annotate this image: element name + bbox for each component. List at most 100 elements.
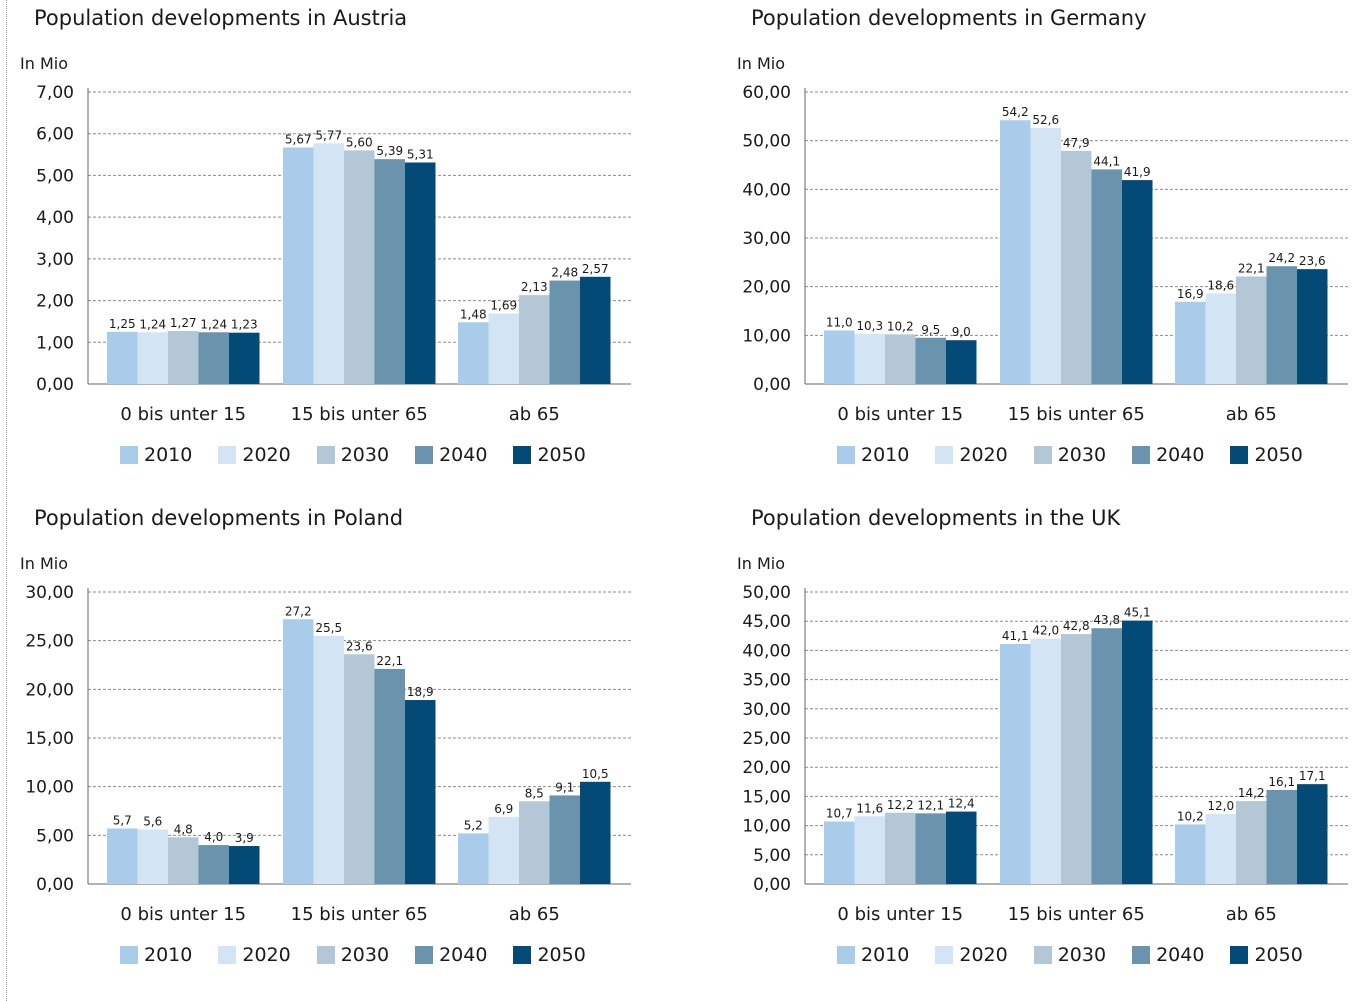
bar-value-label: 10,2 [1177,809,1204,823]
chart-panel-uk: Population developments in the UK In Mio… [725,500,1367,970]
bar-value-label: 41,9 [1124,165,1151,179]
chart-legend: 2010 2020 2030 2040 2050 [837,942,1329,968]
bar-value-label: 12,4 [948,797,975,811]
legend-label: 2020 [242,944,291,966]
y-tick-label: 5,00 [36,826,74,846]
y-tick-label: 20,00 [742,758,791,778]
bar-2030-3 [1236,276,1267,384]
bar-value-label: 2,13 [521,280,548,294]
bar-2050-3 [1297,269,1328,384]
x-category-label: 0 bis unter 15 [120,404,246,425]
x-category-label: ab 65 [509,904,560,925]
bar-value-label: 5,31 [407,147,434,161]
y-tick-label: 0,00 [753,375,791,395]
bar-2010-1 [824,821,855,884]
legend-item-2050: 2050 [513,944,586,966]
bar-2020-1 [854,816,885,884]
legend-swatch [1033,946,1052,964]
bar-2010-3 [1175,824,1206,884]
bar-value-label: 1,24 [200,317,227,331]
bar-value-label: 25,5 [315,621,342,635]
legend-item-2040: 2040 [415,944,487,966]
y-tick-label: 30,00 [742,700,791,720]
legend-item-2020: 2020 [935,944,1008,966]
bar-2050-2 [405,162,436,384]
bar-value-label: 5,60 [346,135,373,149]
bar-value-label: 1,23 [231,318,258,332]
y-tick-label: 35,00 [742,671,791,691]
y-tick-label: 60,00 [742,83,791,103]
bar-2010-3 [458,833,489,884]
x-category-label: 0 bis unter 15 [837,904,963,925]
bar-value-label: 16,1 [1268,775,1295,789]
y-tick-label: 30,00 [742,229,791,249]
legend-label: 2040 [439,944,488,966]
bar-value-label: 12,0 [1207,799,1234,813]
bar-value-label: 1,24 [139,317,166,331]
chart-panel-austria: Population developments in Austria In Mi… [8,0,668,470]
y-tick-label: 10,00 [25,778,74,798]
legend-swatch [837,446,855,464]
x-category-label: 0 bis unter 15 [837,404,963,425]
y-tick-label: 0,00 [36,375,74,395]
bar-2030-3 [519,295,550,384]
bar-value-label: 9,5 [921,323,940,337]
legend-item-2020: 2020 [935,444,1008,466]
bar-2050-3 [580,276,611,384]
bar-2030-1 [885,334,916,384]
bar-chart-plot: 0,00 10,00 20,00 30,00 40,00 50,00 60,00 11,0 54… [742,83,1348,425]
legend-item-2040: 2040 [415,444,487,466]
y-tick-label: 50,00 [742,583,791,603]
legend-swatch [513,446,532,464]
bar-2050-1 [946,340,977,384]
bar-2020-2 [1030,638,1061,884]
bar-value-label: 10,7 [826,807,853,821]
y-tick-label: 40,00 [742,180,791,200]
bar-2040-2 [374,668,405,884]
bar-value-label: 18,9 [407,685,434,699]
bar-value-label: 54,2 [1002,105,1029,119]
bar-value-label: 1,27 [170,316,197,330]
legend-item-2030: 2030 [316,444,389,466]
y-tick-label: 2,00 [36,292,74,312]
bar-2010-1 [107,828,138,884]
y-tick-label: 10,00 [742,326,791,346]
bar-2040-2 [1091,169,1122,384]
legend-label: 2050 [1254,444,1303,466]
bar-value-label: 5,39 [376,144,403,158]
bar-2040-2 [374,159,405,384]
bar-value-label: 9,0 [952,325,971,339]
bar-value-label: 23,6 [346,639,373,653]
legend-label: 2030 [1057,944,1107,966]
legend-swatch [415,446,434,464]
legend-swatch [316,946,335,964]
bar-2020-2 [313,143,344,384]
bar-2030-3 [1236,801,1267,884]
x-category-label: 15 bis unter 65 [291,904,428,925]
y-tick-label: 5,00 [36,166,74,186]
bar-2020-1 [137,829,168,884]
chart-title: Population developments in the UK [751,506,1121,530]
y-axis-unit-label: In Mio [20,54,68,73]
legend-swatch [935,446,954,464]
bar-2050-1 [229,846,260,884]
bar-2050-2 [1122,180,1153,384]
bar-value-label: 9,1 [555,780,574,794]
y-tick-label: 25,00 [25,632,74,652]
chart-title: Population developments in Poland [34,506,404,530]
bar-value-label: 43,8 [1093,613,1120,627]
legend-swatch [218,946,237,964]
bar-2050-1 [946,811,977,884]
bar-value-label: 8,5 [525,786,544,800]
y-tick-label: 4,00 [36,208,74,228]
bar-value-label: 23,6 [1299,254,1326,268]
bar-value-label: 24,2 [1268,251,1295,265]
bar-2010-2 [283,147,314,384]
legend-label: 2020 [959,444,1008,466]
bar-2040-1 [198,332,229,384]
bar-value-label: 1,69 [490,299,517,313]
legend-item-2020: 2020 [218,444,291,466]
bar-value-label: 42,0 [1032,624,1059,638]
y-tick-label: 25,00 [742,729,791,749]
bar-2020-1 [854,333,885,384]
